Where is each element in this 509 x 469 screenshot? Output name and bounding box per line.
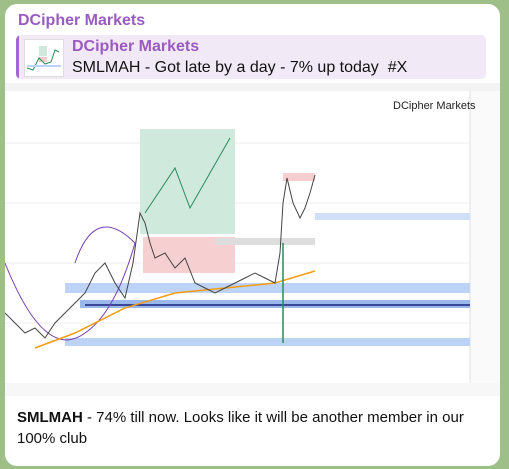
reply-sender: DCipher Markets <box>72 38 200 55</box>
chart-watermark: DCipher Markets <box>393 100 476 112</box>
message-ticker: SMLMAH <box>17 409 83 426</box>
message-text: SMLMAH - 74% till now. Looks like it wil… <box>17 407 487 449</box>
message-body: - 74% till now. Looks like it will be an… <box>17 409 464 447</box>
chart-drawing: DCipher Markets <box>5 83 500 396</box>
reply-preview[interactable]: DCipher Markets SMLMAH - Got late by a d… <box>16 35 486 79</box>
reply-bar <box>16 35 19 79</box>
sender-name[interactable]: DCipher Markets <box>18 12 146 29</box>
reply-thumbnail <box>24 39 64 77</box>
message-bubble: DCipher Markets DCipher Markets SMLMAH -… <box>5 4 500 466</box>
thumb-chart <box>26 46 61 71</box>
chart-image[interactable]: DCipher Markets <box>5 83 500 396</box>
reply-text: SMLMAH - Got late by a day - 7% up today… <box>72 59 408 76</box>
